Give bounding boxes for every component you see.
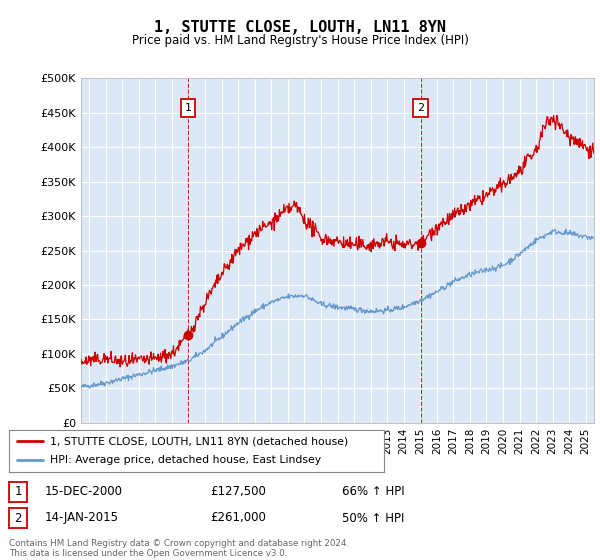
Text: Price paid vs. HM Land Registry's House Price Index (HPI): Price paid vs. HM Land Registry's House … [131, 34, 469, 46]
Text: 1, STUTTE CLOSE, LOUTH, LN11 8YN: 1, STUTTE CLOSE, LOUTH, LN11 8YN [154, 20, 446, 35]
Text: 66% ↑ HPI: 66% ↑ HPI [342, 485, 404, 498]
Text: 15-DEC-2000: 15-DEC-2000 [45, 485, 123, 498]
Text: Contains HM Land Registry data © Crown copyright and database right 2024.
This d: Contains HM Land Registry data © Crown c… [9, 539, 349, 558]
Text: 50% ↑ HPI: 50% ↑ HPI [342, 511, 404, 525]
Text: £261,000: £261,000 [210, 511, 266, 525]
Text: 2: 2 [14, 511, 22, 525]
Text: £127,500: £127,500 [210, 485, 266, 498]
Text: 2: 2 [418, 102, 424, 113]
Text: HPI: Average price, detached house, East Lindsey: HPI: Average price, detached house, East… [50, 455, 322, 465]
Text: 14-JAN-2015: 14-JAN-2015 [45, 511, 119, 525]
Text: 1: 1 [184, 102, 191, 113]
Text: 1, STUTTE CLOSE, LOUTH, LN11 8YN (detached house): 1, STUTTE CLOSE, LOUTH, LN11 8YN (detach… [50, 436, 349, 446]
Text: 1: 1 [14, 485, 22, 498]
